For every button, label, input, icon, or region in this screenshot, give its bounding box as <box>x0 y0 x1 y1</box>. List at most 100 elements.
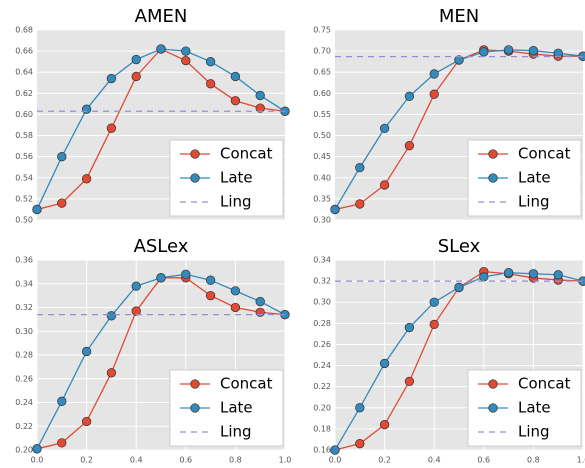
y-tick-label: 0.52 <box>15 194 33 203</box>
marker <box>106 368 117 378</box>
marker <box>528 269 539 279</box>
x-tick-label: 0.8 <box>229 456 242 465</box>
marker <box>528 46 539 56</box>
chart-title: ASLex <box>134 236 189 257</box>
marker <box>355 162 365 173</box>
marker <box>81 346 92 357</box>
y-tick-label: 0.64 <box>15 68 33 77</box>
x-tick-label: 0.4 <box>130 456 143 465</box>
marker <box>330 204 340 215</box>
legend-label: Concat <box>518 145 571 163</box>
marker <box>479 47 489 57</box>
marker <box>131 281 141 291</box>
marker <box>553 270 563 280</box>
y-tick-label: 0.65 <box>313 68 331 77</box>
marker <box>404 322 415 333</box>
legend-label: Ling <box>220 193 252 211</box>
legend-label: Concat <box>220 375 273 393</box>
legend-marker <box>488 379 498 389</box>
x-tick-label: 0.0 <box>31 456 44 465</box>
y-tick-label: 0.30 <box>15 327 33 336</box>
legend-marker <box>190 173 200 183</box>
marker <box>32 444 42 454</box>
y-tick-label: 0.60 <box>313 89 331 98</box>
chart-title: AMEN <box>135 6 188 27</box>
marker <box>205 275 216 285</box>
legend-marker <box>488 173 498 183</box>
legend-label: Late <box>518 399 551 417</box>
y-tick-label: 0.50 <box>15 216 33 225</box>
marker <box>429 319 439 330</box>
marker <box>106 311 117 321</box>
subplot: 0.16 0.18 0.20 0.22 0.24 0.26 0.28 0.30 0.32 0.34… <box>313 236 585 465</box>
y-tick-label: 0.22 <box>313 382 331 391</box>
marker <box>205 57 216 67</box>
legend-label: Ling <box>518 423 550 441</box>
chart-title: MEN <box>439 6 479 27</box>
y-tick-label: 0.30 <box>313 298 331 307</box>
marker <box>81 104 92 114</box>
x-tick-label: 0.6 <box>477 456 490 465</box>
legend-label: Late <box>518 169 551 187</box>
marker <box>255 90 265 101</box>
y-tick-label: 0.24 <box>15 398 33 407</box>
x-tick-label: 0.0 <box>329 456 342 465</box>
marker <box>404 91 415 101</box>
marker <box>230 302 241 313</box>
marker <box>106 123 117 133</box>
y-tick-label: 0.22 <box>15 422 33 431</box>
y-tick-label: 0.20 <box>15 446 33 455</box>
x-tick-label: 0.4 <box>428 456 441 465</box>
legend-label: Late <box>220 399 253 417</box>
y-tick-label: 0.20 <box>313 403 331 412</box>
legend-label: Concat <box>220 145 273 163</box>
legend-marker <box>190 379 200 389</box>
marker <box>330 445 340 455</box>
subplot: 0.30 0.35 0.40 0.45 0.50 0.55 0.60 0.65 0.70 0.75… <box>313 6 585 225</box>
y-tick-label: 0.35 <box>313 194 331 203</box>
y-tick-label: 0.75 <box>313 26 331 35</box>
marker <box>205 79 216 89</box>
marker <box>181 55 191 66</box>
marker <box>255 103 265 113</box>
y-tick-label: 0.28 <box>313 319 331 328</box>
y-tick-label: 0.40 <box>313 173 331 182</box>
legend-marker <box>488 403 498 413</box>
marker <box>57 152 67 162</box>
legend-label: Ling <box>518 193 550 211</box>
y-tick-label: 0.50 <box>313 131 331 140</box>
y-tick-label: 0.36 <box>15 256 33 265</box>
legend-marker <box>190 149 200 159</box>
marker <box>355 439 365 449</box>
marker <box>81 416 92 427</box>
marker <box>454 55 464 65</box>
marker <box>181 46 191 56</box>
marker <box>355 403 365 413</box>
marker <box>131 54 141 65</box>
marker <box>156 44 166 54</box>
marker <box>379 420 390 430</box>
marker <box>404 141 415 151</box>
y-tick-label: 0.70 <box>313 47 331 56</box>
subplot: 0.50 0.52 0.54 0.56 0.58 0.60 0.62 0.64 0.66 0.68… <box>15 6 290 225</box>
marker <box>181 269 191 279</box>
chart-title: SLex <box>438 236 481 257</box>
y-tick-label: 0.32 <box>15 303 33 312</box>
legend-label: Late <box>220 169 253 187</box>
marker <box>255 296 265 307</box>
marker <box>156 273 166 283</box>
marker <box>379 123 390 134</box>
x-tick-label: 1.0 <box>577 456 585 465</box>
marker <box>429 89 439 99</box>
y-tick-label: 0.34 <box>313 256 331 265</box>
y-tick-label: 0.45 <box>313 152 331 161</box>
marker <box>429 69 439 79</box>
marker <box>230 286 241 296</box>
y-tick-label: 0.60 <box>15 110 33 119</box>
y-tick-label: 0.66 <box>15 47 33 56</box>
y-tick-label: 0.55 <box>313 110 331 119</box>
y-tick-label: 0.16 <box>313 446 331 455</box>
marker <box>404 376 415 387</box>
x-tick-label: 1.0 <box>279 456 292 465</box>
